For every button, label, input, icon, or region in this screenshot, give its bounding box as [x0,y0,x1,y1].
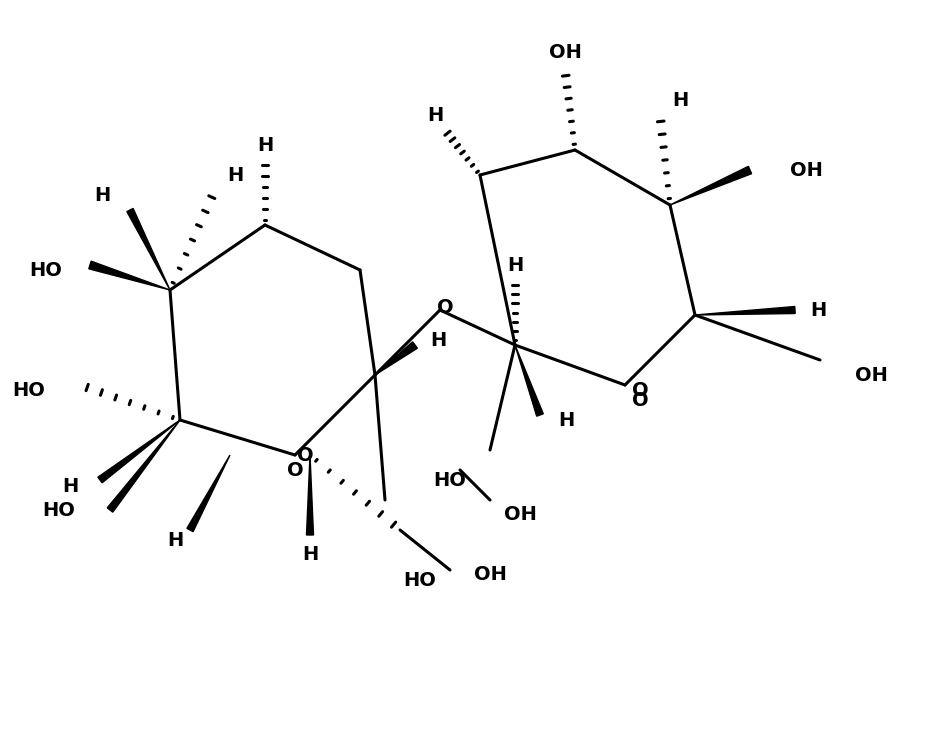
Text: H: H [93,185,110,205]
Polygon shape [127,208,170,290]
Text: HO: HO [12,381,45,399]
Polygon shape [89,261,170,290]
Text: H: H [430,330,446,349]
Polygon shape [307,455,313,535]
Text: HO: HO [433,470,466,489]
Polygon shape [670,166,751,205]
Polygon shape [98,420,180,483]
Text: O: O [632,381,648,399]
Polygon shape [108,420,180,512]
Text: OH: OH [790,160,823,179]
Text: H: H [672,90,688,109]
Text: H: H [227,165,243,184]
Polygon shape [187,455,230,531]
Text: H: H [558,410,574,429]
Text: O: O [632,391,648,410]
Text: HO: HO [30,260,62,279]
Text: O: O [287,461,304,480]
Text: H: H [167,531,183,550]
Polygon shape [515,345,544,416]
Text: H: H [62,477,78,496]
Text: H: H [257,136,273,155]
Text: OH: OH [504,505,536,524]
Text: OH: OH [548,42,582,61]
Text: H: H [810,300,826,319]
Text: H: H [426,106,443,125]
Text: OH: OH [855,365,888,384]
Text: HO: HO [404,571,436,590]
Text: H: H [302,545,318,564]
Text: O: O [297,445,313,464]
Text: H: H [506,255,524,275]
Text: HO: HO [42,501,75,520]
Polygon shape [695,306,795,315]
Text: O: O [437,297,453,316]
Polygon shape [375,342,417,375]
Text: OH: OH [473,566,506,585]
